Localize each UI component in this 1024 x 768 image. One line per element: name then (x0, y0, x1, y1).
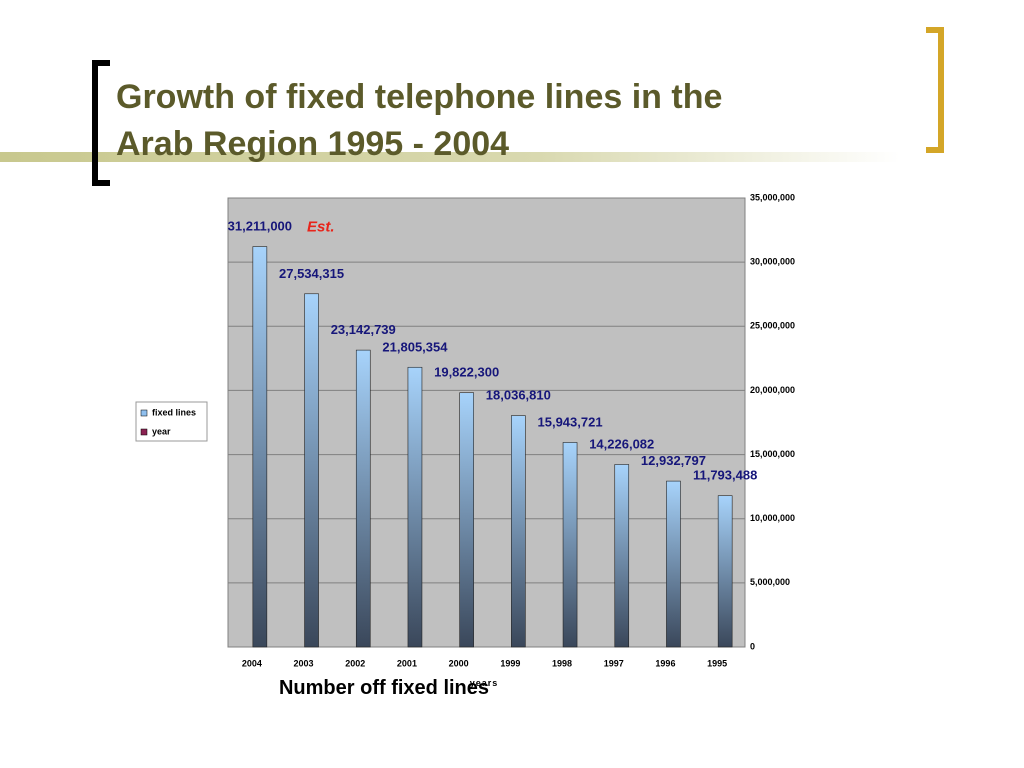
bar (355, 349, 371, 648)
bar (511, 415, 526, 648)
value-label: 23,142,739 (331, 322, 396, 337)
y-tick-label: 20,000,000 (750, 385, 795, 395)
x-tick-label: 2001 (397, 658, 417, 668)
value-label: 11,793,488 (693, 468, 757, 483)
bar (407, 366, 423, 648)
chart: 0 5,000,000 10,000,000 15,000,000 20,000,000… (140, 192, 795, 688)
title-line: Growth of fixed telephone lines in the (116, 78, 722, 116)
bar (717, 495, 733, 648)
x-tick-label: 1998 (552, 658, 572, 668)
legend-label: year (152, 426, 171, 436)
value-label: 31,211,000 (228, 219, 292, 234)
left-bracket (92, 60, 110, 186)
y-tick-label: 25,000,000 (750, 321, 795, 331)
legend (135, 401, 208, 442)
x-tick-label: 1996 (655, 658, 675, 668)
y-tick-label: 30,000,000 (750, 257, 795, 267)
x-tick-label: 2000 (449, 658, 469, 668)
bar (304, 293, 319, 648)
value-label: 21,805,354 (382, 339, 448, 354)
x-tick-label: 1997 (604, 658, 624, 668)
value-label: 14,226,082 (589, 436, 654, 451)
caption: Number off fixed lines (279, 677, 489, 699)
bar (614, 464, 630, 648)
x-tick-label: 2002 (345, 658, 365, 668)
x-axis-label: years (470, 678, 499, 688)
x-tick-label: 2004 (242, 658, 262, 668)
value-label: 19,822,300 (434, 365, 499, 380)
annotation: Est. (307, 219, 335, 236)
bar (666, 480, 681, 648)
y-tick-label: 35,000,000 (750, 192, 795, 202)
bar (562, 442, 578, 648)
x-tick-label: 1995 (707, 658, 727, 668)
decor-band (0, 152, 900, 162)
value-label: 18,036,810 (486, 388, 551, 403)
right-bracket (926, 27, 944, 153)
bar (459, 392, 474, 648)
y-tick-label: 10,000,000 (750, 513, 795, 523)
value-label: 12,932,797 (641, 453, 706, 468)
value-label: 27,534,315 (279, 266, 344, 281)
y-tick-label: 0 (750, 641, 755, 651)
y-tick-label: 5,000,000 (750, 577, 790, 587)
x-tick-label: 2003 (294, 658, 314, 668)
y-tick-label: 15,000,000 (750, 449, 795, 459)
legend-swatch (140, 428, 148, 436)
title-line: Arab Region 1995 - 2004 (116, 125, 509, 163)
legend-label: fixed lines (152, 407, 196, 417)
bar (252, 246, 268, 648)
value-label: 15,943,721 (538, 414, 603, 429)
x-tick-label: 1999 (500, 658, 520, 668)
legend-swatch (140, 409, 148, 417)
